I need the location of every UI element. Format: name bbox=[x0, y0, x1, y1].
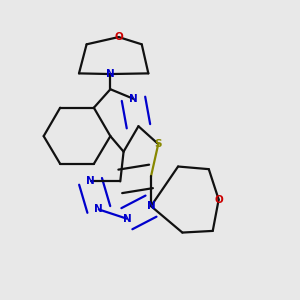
Text: N: N bbox=[129, 94, 138, 104]
Text: N: N bbox=[106, 69, 115, 79]
Text: N: N bbox=[94, 204, 103, 214]
Text: O: O bbox=[214, 194, 223, 205]
Text: O: O bbox=[114, 32, 123, 42]
Text: N: N bbox=[147, 201, 155, 211]
Text: S: S bbox=[154, 139, 162, 149]
Text: N: N bbox=[86, 176, 95, 186]
Text: N: N bbox=[122, 214, 131, 224]
